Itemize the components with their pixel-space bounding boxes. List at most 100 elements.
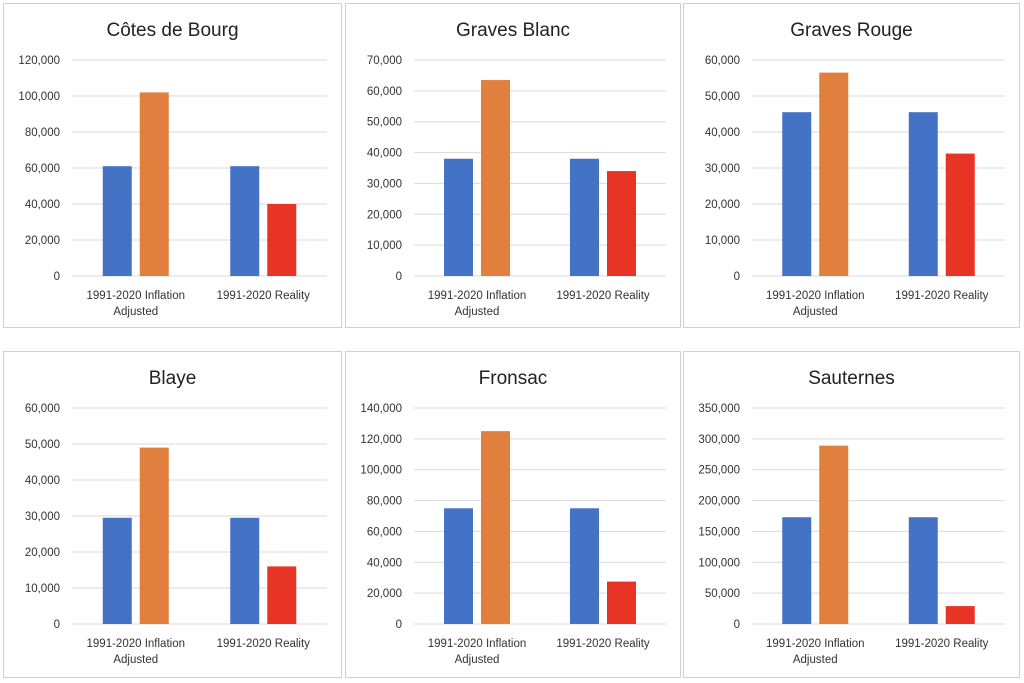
bar-chart: Sauternes 0 50,000 100,000 150,000 200,000 250… <box>698 368 1005 666</box>
chart-title: Sauternes <box>808 368 895 389</box>
x-category-label: 1991-2020 Inflation <box>428 290 526 302</box>
y-tick-label: 40,000 <box>367 557 402 569</box>
bar <box>102 166 132 276</box>
y-tick-label: 30,000 <box>25 511 60 523</box>
y-tick-label: 50,000 <box>25 439 60 451</box>
chart-panel: Graves Rouge 0 10,000 20,000 30,000 40,000 50,… <box>683 3 1020 328</box>
y-tick-label: 40,000 <box>367 148 402 160</box>
y-tick-label: 10,000 <box>25 583 60 595</box>
bar-chart: Graves Rouge 0 10,000 20,000 30,000 40,000 50,… <box>705 20 1005 318</box>
bar <box>444 508 473 624</box>
bar <box>782 517 812 624</box>
y-tick-label: 70,000 <box>367 55 402 67</box>
chart-panel: Côtes de Bourg 0 20,000 40,000 60,000 80,000 1… <box>3 3 342 328</box>
y-tick-label: 100,000 <box>360 465 402 477</box>
bar <box>230 517 260 624</box>
bar-chart: Côtes de Bourg 0 20,000 40,000 60,000 80,000 1… <box>18 20 327 318</box>
y-tick-label: 150,000 <box>698 526 740 538</box>
y-tick-label: 80,000 <box>367 496 402 508</box>
bar-chart: Graves Blanc 0 10,000 20,000 30,000 40,000 50,… <box>367 20 666 318</box>
y-tick-label: 0 <box>734 619 740 631</box>
chart-panel: Fronsac 0 20,000 40,000 60,000 80,000 100,000 1… <box>345 351 681 678</box>
y-tick-label: 200,000 <box>698 496 740 508</box>
y-tick-label: 40,000 <box>25 199 60 211</box>
chart-panel: Sauternes 0 50,000 100,000 150,000 200,000 250… <box>683 351 1020 678</box>
y-tick-label: 120,000 <box>360 434 402 446</box>
y-tick-label: 120,000 <box>18 55 60 67</box>
x-category-label: 1991-2020 Inflation <box>766 290 864 302</box>
bar <box>102 517 132 624</box>
x-category-label: Adjusted <box>455 654 500 666</box>
x-category-label: 1991-2020 Reality <box>217 638 311 650</box>
y-tick-label: 0 <box>734 271 740 283</box>
y-tick-label: 60,000 <box>25 403 60 415</box>
y-tick-label: 60,000 <box>25 163 60 175</box>
y-tick-label: 40,000 <box>705 127 740 139</box>
bar <box>908 517 938 624</box>
x-category-label: 1991-2020 Reality <box>556 638 650 650</box>
x-category-label: 1991-2020 Reality <box>895 290 989 302</box>
chart-panel: Blaye 0 10,000 20,000 30,000 40,000 50,000 60,0… <box>3 351 342 678</box>
x-category-label: Adjusted <box>113 654 158 666</box>
y-tick-label: 10,000 <box>367 240 402 252</box>
y-tick-label: 50,000 <box>705 91 740 103</box>
x-category-label: Adjusted <box>793 654 838 666</box>
bar <box>819 72 849 276</box>
bar <box>267 204 297 276</box>
bar <box>945 153 975 276</box>
chart-title: Fronsac <box>479 368 548 389</box>
y-tick-label: 60,000 <box>367 86 402 98</box>
bar <box>908 112 938 276</box>
bar <box>444 158 473 276</box>
x-category-label: 1991-2020 Inflation <box>87 290 185 302</box>
bar-chart: Fronsac 0 20,000 40,000 60,000 80,000 100,000 1… <box>360 368 666 666</box>
y-tick-label: 40,000 <box>25 475 60 487</box>
bar <box>481 431 510 624</box>
x-category-label: 1991-2020 Inflation <box>428 638 526 650</box>
y-tick-label: 80,000 <box>25 127 60 139</box>
bar <box>945 606 975 624</box>
bar-chart: Blaye 0 10,000 20,000 30,000 40,000 50,000 60,0… <box>25 368 327 666</box>
x-category-label: 1991-2020 Inflation <box>766 638 864 650</box>
y-tick-label: 20,000 <box>367 588 402 600</box>
chart-title: Graves Rouge <box>790 20 913 41</box>
bar <box>607 171 636 276</box>
bar <box>230 166 260 276</box>
y-tick-label: 20,000 <box>367 209 402 221</box>
bar <box>139 92 169 277</box>
y-tick-label: 0 <box>54 619 60 631</box>
x-category-label: 1991-2020 Reality <box>217 290 311 302</box>
y-tick-label: 10,000 <box>705 235 740 247</box>
y-tick-label: 20,000 <box>25 547 60 559</box>
y-tick-label: 0 <box>396 271 402 283</box>
y-tick-label: 30,000 <box>705 163 740 175</box>
y-tick-label: 60,000 <box>367 526 402 538</box>
y-tick-label: 100,000 <box>698 557 740 569</box>
y-tick-label: 0 <box>396 619 402 631</box>
y-tick-label: 300,000 <box>698 434 740 446</box>
y-tick-label: 0 <box>54 271 60 283</box>
x-category-label: 1991-2020 Inflation <box>87 638 185 650</box>
x-category-label: 1991-2020 Reality <box>556 290 650 302</box>
y-tick-label: 250,000 <box>698 465 740 477</box>
x-category-label: Adjusted <box>455 306 500 318</box>
x-category-label: Adjusted <box>793 306 838 318</box>
chart-title: Côtes de Bourg <box>106 20 238 41</box>
x-category-label: 1991-2020 Reality <box>895 638 989 650</box>
y-tick-label: 60,000 <box>705 55 740 67</box>
y-tick-label: 50,000 <box>705 588 740 600</box>
bar <box>481 80 510 276</box>
y-tick-label: 100,000 <box>18 91 60 103</box>
y-tick-label: 20,000 <box>25 235 60 247</box>
bar <box>607 581 636 624</box>
bar <box>782 112 812 276</box>
chart-title: Blaye <box>149 368 197 389</box>
bar <box>819 445 849 624</box>
bar <box>139 447 169 624</box>
bar <box>267 566 297 624</box>
y-tick-label: 20,000 <box>705 199 740 211</box>
y-tick-label: 350,000 <box>698 403 740 415</box>
y-tick-label: 140,000 <box>360 403 402 415</box>
y-tick-label: 50,000 <box>367 117 402 129</box>
chart-panel: Graves Blanc 0 10,000 20,000 30,000 40,000 50,… <box>345 3 681 328</box>
